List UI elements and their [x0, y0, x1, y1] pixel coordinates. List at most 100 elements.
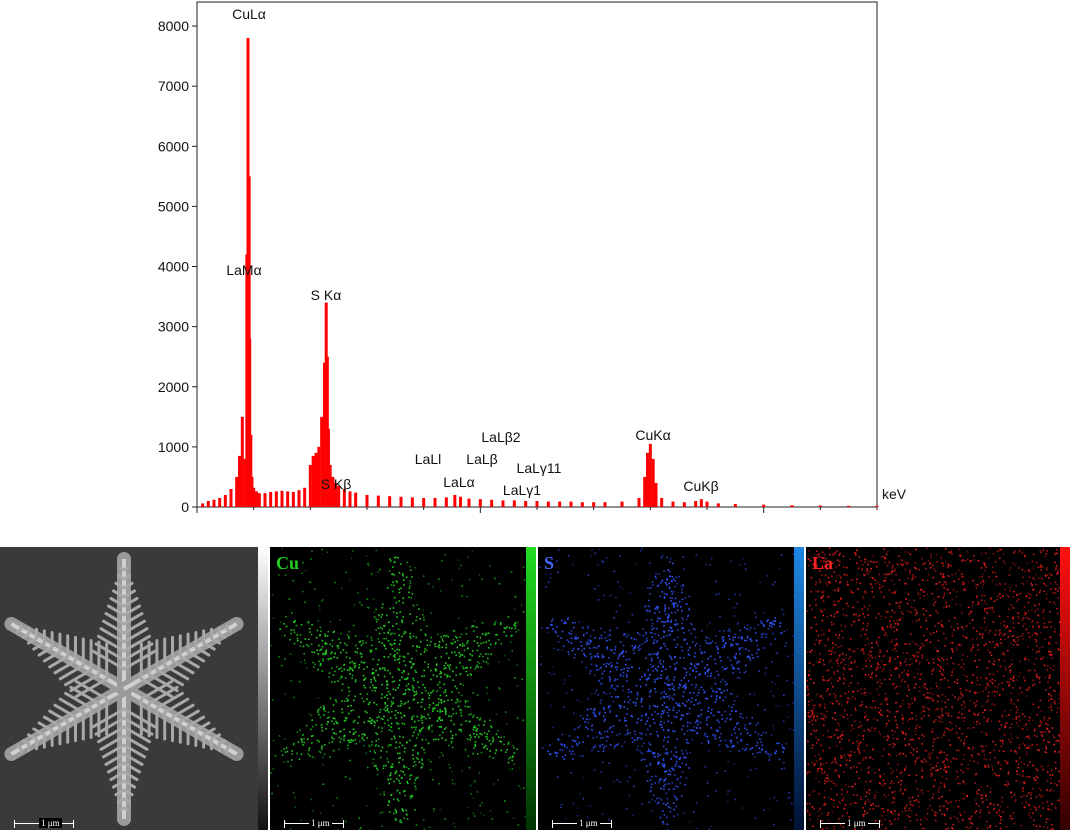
- map-dot: [849, 759, 851, 762]
- map-dot: [649, 653, 652, 656]
- map-dot: [910, 606, 912, 608]
- dendrite-branch: [122, 627, 149, 644]
- map-dot: [392, 702, 395, 704]
- map-dot: [298, 680, 301, 683]
- map-dot: [362, 640, 364, 642]
- map-dot: [377, 571, 380, 573]
- map-dot: [733, 728, 735, 731]
- map-dot: [649, 609, 651, 612]
- elemental-maps: Cu S La 1 μm 1 μm 1 μm 1 μm: [0, 547, 1072, 832]
- map-dot: [978, 754, 981, 756]
- map-dot: [472, 797, 475, 799]
- map-dot: [835, 566, 837, 568]
- map-dot: [822, 718, 825, 721]
- map-dot: [393, 596, 396, 599]
- map-dot: [287, 760, 289, 763]
- map-dot: [356, 647, 359, 650]
- map-dot: [780, 554, 783, 556]
- map-dot: [618, 655, 620, 657]
- map-dot: [663, 814, 666, 816]
- map-dot: [957, 776, 959, 778]
- map-dot: [435, 738, 437, 741]
- map-dot: [819, 609, 822, 612]
- map-dot: [455, 733, 457, 736]
- map-dot: [1000, 642, 1003, 644]
- map-dot: [753, 627, 756, 630]
- map-dot: [450, 742, 453, 744]
- map-dot: [963, 744, 966, 747]
- map-dot: [647, 717, 650, 720]
- map-dot: [823, 589, 825, 592]
- dendrite-branch: [116, 574, 126, 581]
- map-dot: [846, 717, 849, 720]
- map-dot: [284, 820, 287, 823]
- map-dot: [302, 645, 305, 648]
- map-dot: [674, 585, 677, 588]
- map-dot: [922, 644, 925, 647]
- map-dot: [967, 581, 970, 583]
- map-dot: [572, 739, 574, 742]
- map-dot: [899, 601, 902, 604]
- map-dot: [882, 808, 884, 810]
- map-dot: [447, 699, 449, 701]
- map-dot: [946, 759, 949, 761]
- map-dot: [600, 683, 602, 685]
- map-dot: [1022, 728, 1024, 730]
- map-dot: [613, 616, 616, 619]
- map-dot: [683, 733, 686, 735]
- map-dot: [781, 743, 783, 746]
- map-dot: [699, 727, 701, 729]
- map-dot: [729, 630, 732, 633]
- map-dot: [636, 693, 639, 696]
- map-dot: [415, 671, 417, 673]
- map-dot: [379, 708, 382, 711]
- map-dot: [757, 722, 759, 724]
- map-dot: [383, 632, 385, 634]
- map-dot: [736, 662, 738, 665]
- map-dot: [943, 592, 946, 595]
- map-dot: [657, 735, 659, 738]
- map-dot: [641, 705, 643, 708]
- map-dot: [322, 783, 325, 786]
- dendrite-branch: [122, 716, 154, 736]
- map-dot: [972, 756, 974, 759]
- map-dot: [848, 657, 850, 660]
- map-dot: [319, 664, 322, 667]
- map-dot: [863, 729, 866, 732]
- map-dot: [659, 595, 662, 598]
- map-dot: [729, 750, 732, 753]
- map-dot: [626, 680, 628, 682]
- map-dot: [853, 661, 856, 664]
- map-dot: [655, 731, 658, 733]
- map-dot: [822, 773, 825, 775]
- map-dot: [550, 673, 553, 676]
- map-dot: [622, 671, 625, 674]
- map-dot: [421, 614, 424, 616]
- map-dot: [405, 689, 407, 691]
- map-dot: [815, 777, 817, 780]
- map-dot: [308, 713, 311, 715]
- map-dot: [384, 703, 387, 705]
- map-dot: [959, 555, 962, 558]
- map-dot: [368, 607, 370, 609]
- map-dot: [574, 636, 577, 638]
- map-dot: [339, 619, 341, 621]
- map-dot: [999, 822, 1002, 825]
- map-dot: [1035, 573, 1037, 576]
- map-dot: [827, 639, 830, 641]
- map-dot: [325, 649, 328, 652]
- map-dot: [673, 769, 675, 771]
- map-dot: [460, 709, 463, 712]
- map-dot: [397, 687, 399, 689]
- map-dot: [366, 737, 368, 739]
- map-dot: [1015, 585, 1018, 587]
- map-dot: [666, 648, 669, 650]
- map-dot: [896, 685, 898, 688]
- map-dot: [1050, 654, 1053, 656]
- peak-label: LaLα: [443, 474, 474, 490]
- map-dot: [650, 659, 653, 662]
- map-dot: [1010, 659, 1013, 661]
- map-dot: [758, 747, 761, 749]
- map-dot: [334, 681, 336, 683]
- map-dot: [980, 580, 983, 583]
